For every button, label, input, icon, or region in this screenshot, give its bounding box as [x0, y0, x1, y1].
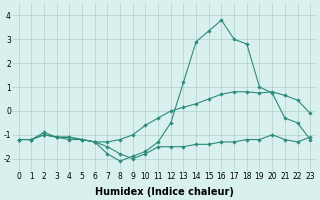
X-axis label: Humidex (Indice chaleur): Humidex (Indice chaleur): [95, 187, 234, 197]
